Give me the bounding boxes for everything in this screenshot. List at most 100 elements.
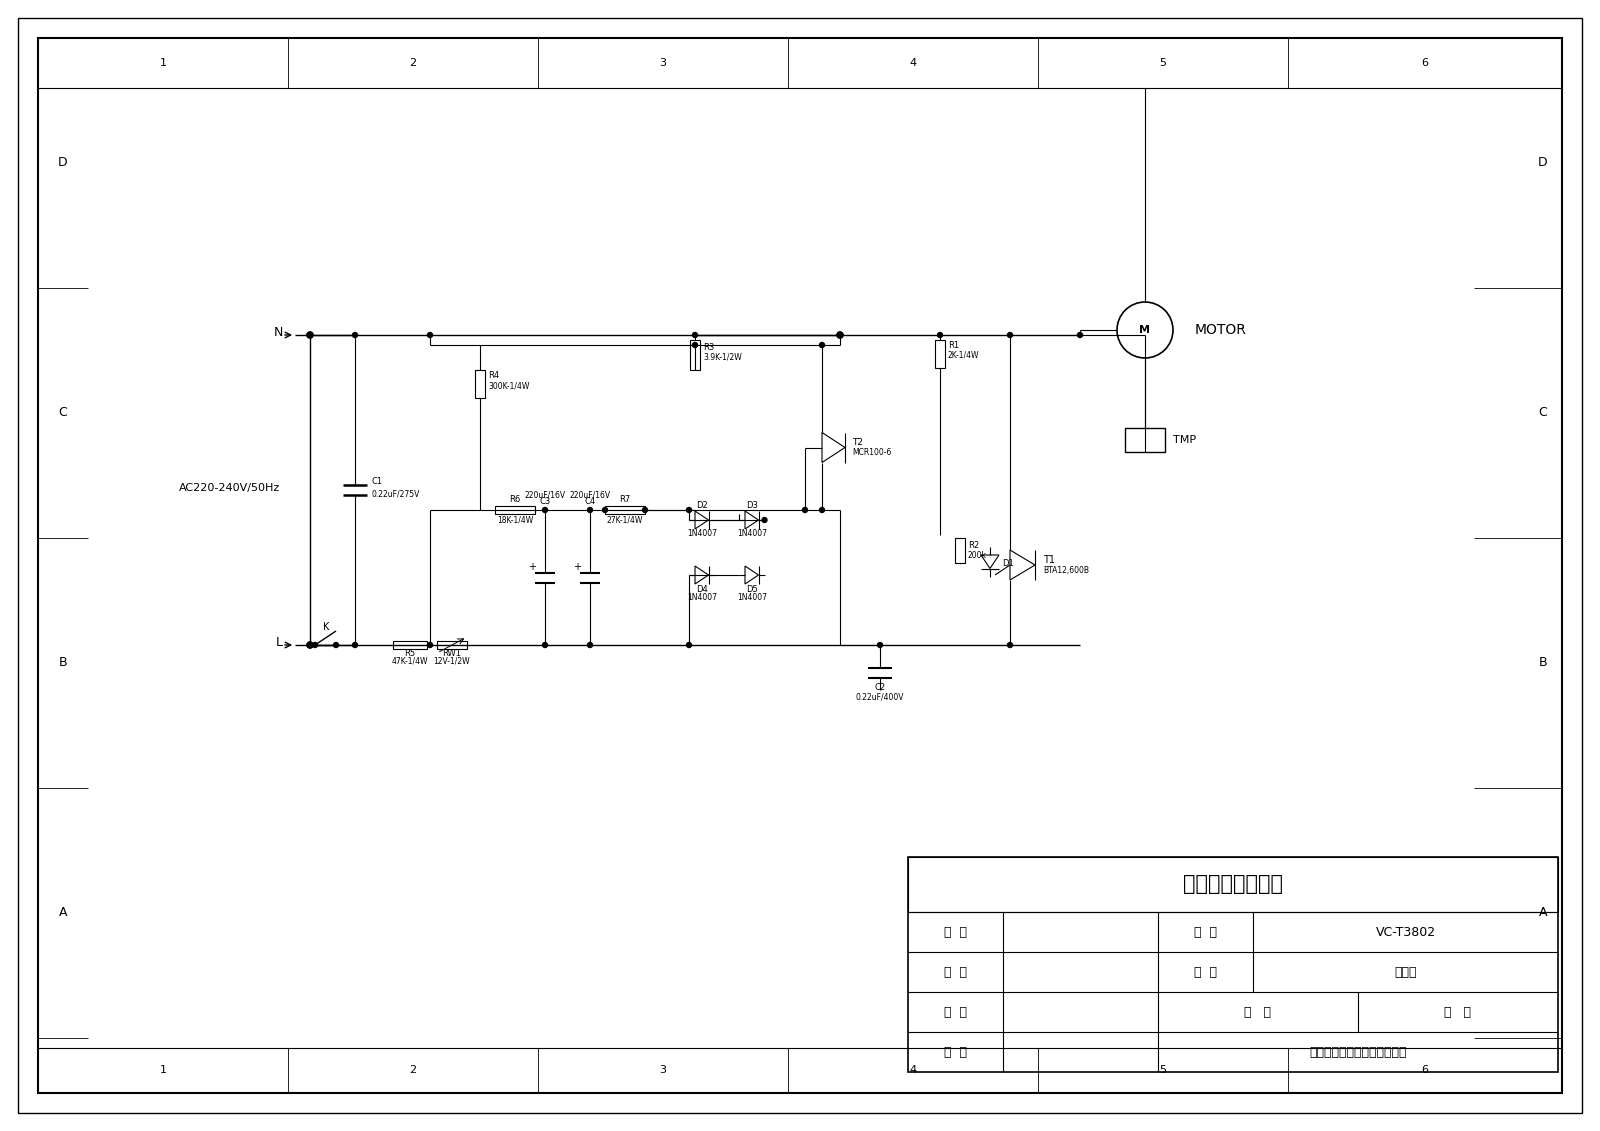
Bar: [909, 857, 1558, 912]
Text: 1N4007: 1N4007: [736, 529, 766, 538]
Circle shape: [837, 333, 843, 338]
Text: N: N: [274, 327, 283, 339]
Text: 3.9K-1/2W: 3.9K-1/2W: [702, 353, 742, 362]
Circle shape: [427, 642, 432, 648]
Text: A: A: [1539, 907, 1547, 920]
Text: 3: 3: [659, 1065, 667, 1074]
Circle shape: [307, 333, 314, 338]
Circle shape: [542, 642, 547, 648]
Text: R1: R1: [947, 340, 958, 349]
Bar: [394, 641, 427, 649]
Text: 吸尘器电路原理图: 吸尘器电路原理图: [1182, 874, 1283, 895]
Text: C1: C1: [371, 477, 382, 486]
Text: B: B: [59, 656, 67, 670]
Text: 型  号: 型 号: [1194, 925, 1218, 939]
Circle shape: [603, 508, 608, 512]
Bar: [690, 340, 701, 370]
Circle shape: [427, 333, 432, 337]
Bar: [955, 538, 965, 563]
Text: 4: 4: [909, 1065, 917, 1074]
Bar: [494, 506, 534, 513]
Text: 5: 5: [1160, 1065, 1166, 1074]
Circle shape: [312, 642, 317, 648]
Text: 共   张: 共 张: [1245, 1005, 1272, 1019]
Text: 2: 2: [410, 58, 416, 68]
Text: 2K-1/4W: 2K-1/4W: [947, 351, 979, 360]
Text: AC220-240V/50Hz: AC220-240V/50Hz: [179, 483, 280, 493]
Text: 4: 4: [909, 58, 917, 68]
Circle shape: [693, 333, 698, 337]
Text: T2: T2: [851, 438, 862, 447]
Text: R5: R5: [405, 648, 416, 657]
Text: BTA12,600B: BTA12,600B: [1043, 567, 1090, 576]
Circle shape: [938, 333, 942, 337]
Text: 设  计: 设 计: [944, 925, 966, 939]
Text: MCR100-6: MCR100-6: [851, 448, 891, 457]
Text: VC-T3802: VC-T3802: [1376, 925, 1435, 939]
Text: 300K-1/4W: 300K-1/4W: [488, 381, 530, 390]
Circle shape: [352, 333, 357, 337]
Circle shape: [686, 508, 691, 512]
Text: 2: 2: [410, 1065, 416, 1074]
Text: 日  期: 日 期: [944, 1045, 966, 1059]
Text: R7: R7: [619, 495, 630, 504]
Bar: [437, 641, 467, 649]
Text: 软启动: 软启动: [1394, 966, 1416, 978]
Circle shape: [819, 343, 824, 347]
Text: D: D: [58, 156, 67, 170]
Text: R6: R6: [509, 495, 520, 504]
Text: 批  准: 批 准: [944, 1005, 966, 1019]
Text: RW1: RW1: [443, 648, 461, 657]
Circle shape: [819, 508, 824, 512]
Text: C3: C3: [539, 498, 550, 507]
Text: 3: 3: [659, 58, 667, 68]
Text: 27K-1/4W: 27K-1/4W: [606, 516, 643, 525]
Circle shape: [877, 642, 883, 648]
Text: MOTOR: MOTOR: [1195, 323, 1246, 337]
Circle shape: [333, 642, 339, 648]
Circle shape: [352, 642, 357, 648]
Text: 审  核: 审 核: [944, 966, 966, 978]
Text: 220uF/16V: 220uF/16V: [570, 491, 611, 500]
Text: 0.22uF/400V: 0.22uF/400V: [856, 692, 904, 701]
Text: D1: D1: [1002, 559, 1014, 568]
Text: B: B: [1539, 656, 1547, 670]
Circle shape: [686, 642, 691, 648]
Text: 6: 6: [1421, 1065, 1429, 1074]
Text: A: A: [59, 907, 67, 920]
Text: C: C: [59, 406, 67, 420]
Text: D4: D4: [696, 585, 707, 594]
Bar: [1125, 428, 1165, 452]
Text: 5: 5: [1160, 58, 1166, 68]
Circle shape: [542, 508, 547, 512]
Circle shape: [762, 518, 766, 523]
Text: 1: 1: [160, 1065, 166, 1074]
Text: D2: D2: [696, 501, 707, 510]
Circle shape: [643, 508, 648, 512]
Text: R3: R3: [702, 343, 714, 352]
Bar: [909, 857, 1558, 1072]
Circle shape: [307, 642, 314, 648]
Text: C4: C4: [584, 498, 595, 507]
Text: 18K-1/4W: 18K-1/4W: [498, 516, 533, 525]
Text: 苏州金莱克清洁器具有限公司: 苏州金莱克清洁器具有限公司: [1309, 1045, 1406, 1059]
Circle shape: [1077, 333, 1083, 337]
Text: 220uF/16V: 220uF/16V: [525, 491, 565, 500]
Circle shape: [1008, 333, 1013, 337]
Text: L: L: [277, 637, 283, 649]
Text: 1N4007: 1N4007: [736, 593, 766, 602]
Circle shape: [837, 333, 843, 338]
Text: T1: T1: [1043, 555, 1054, 566]
Bar: [934, 340, 946, 368]
Circle shape: [307, 333, 314, 338]
Text: C: C: [1539, 406, 1547, 420]
Text: 6: 6: [1421, 58, 1429, 68]
Circle shape: [307, 642, 314, 648]
Circle shape: [587, 508, 592, 512]
Text: D5: D5: [746, 585, 758, 594]
Text: 200k: 200k: [968, 551, 987, 560]
Text: 1N4007: 1N4007: [686, 529, 717, 538]
Text: 12V-1/2W: 12V-1/2W: [434, 656, 470, 665]
Text: K: K: [323, 622, 330, 632]
Circle shape: [587, 642, 592, 648]
